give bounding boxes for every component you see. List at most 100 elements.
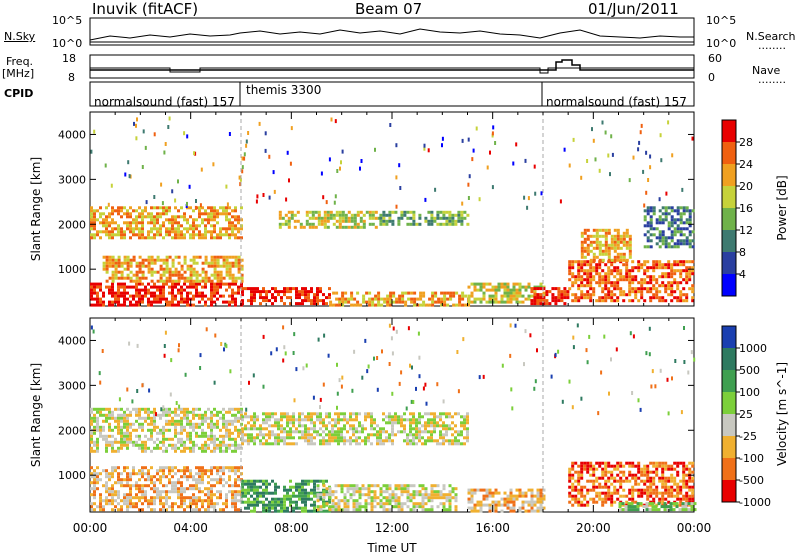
echo-cell — [368, 303, 372, 307]
echo-cell — [183, 276, 187, 280]
echo-cell — [317, 219, 321, 223]
echo-cell — [153, 407, 156, 411]
echo-cell — [150, 267, 154, 271]
echo-cell — [144, 493, 147, 497]
echo-cell — [156, 285, 159, 289]
echo-cell — [616, 284, 620, 288]
echo-cell — [673, 269, 677, 273]
echo-cell — [436, 493, 440, 497]
echo-cell — [679, 461, 683, 465]
echo-cell — [586, 464, 590, 468]
echo-cell — [371, 297, 375, 301]
echo-cell — [162, 508, 165, 512]
echo-cell — [120, 419, 123, 423]
echo-cell — [213, 413, 216, 417]
echo-cell — [141, 496, 144, 500]
echo-cell — [316, 499, 320, 503]
echo-cell — [189, 437, 192, 441]
echo-cell — [180, 443, 183, 447]
echo-cell — [410, 399, 413, 404]
echo-cell — [427, 148, 430, 153]
echo-cell — [90, 440, 93, 444]
echo-cell — [141, 416, 144, 420]
echo-cell — [111, 508, 114, 512]
echo-cell — [99, 425, 102, 429]
echo-cell — [265, 442, 268, 446]
echo-cell — [138, 496, 141, 500]
echo-cell — [468, 174, 471, 179]
echo-cell — [355, 487, 359, 491]
echo-cell — [222, 212, 225, 216]
echo-cell — [618, 502, 622, 506]
echo-cell — [388, 213, 392, 217]
echo-cell — [335, 210, 339, 214]
echo-cell — [488, 288, 492, 292]
echo-cell — [141, 264, 145, 268]
echo-cell — [195, 291, 198, 295]
echo-cell — [105, 484, 108, 488]
echo-cell — [219, 282, 222, 286]
echo-cell — [563, 147, 566, 152]
echo-cell — [231, 291, 234, 295]
echo-cell — [228, 446, 231, 450]
echo-cell — [646, 290, 650, 294]
echo-cell — [338, 216, 342, 220]
echo-cell — [108, 285, 111, 289]
echo-cell — [153, 508, 156, 512]
echo-cell — [583, 461, 587, 465]
echo-cell — [536, 287, 540, 291]
nsearch-label: N.Search — [746, 30, 796, 43]
echo-cell — [530, 290, 534, 294]
echo-cell — [358, 412, 361, 416]
echo-cell — [343, 496, 347, 500]
echo-cell — [277, 290, 280, 294]
echo-cell — [442, 436, 445, 440]
echo-cell — [370, 421, 373, 425]
echo-cell — [391, 421, 394, 425]
echo-cell — [338, 213, 342, 217]
echo-cell — [542, 302, 546, 306]
echo-cell — [571, 494, 575, 498]
echo-cell — [583, 237, 587, 241]
echo-cell — [491, 185, 494, 190]
echo-cell — [670, 230, 674, 234]
echo-cell — [664, 497, 668, 501]
echo-cell — [322, 490, 326, 494]
echo-cell — [250, 482, 253, 486]
echo-cell — [102, 300, 105, 304]
echo-cell — [460, 421, 463, 425]
echo-cell — [527, 488, 531, 492]
echo-cell — [533, 302, 537, 306]
echo-cell — [126, 505, 129, 509]
echo-cell — [385, 219, 389, 223]
echo-cell — [234, 303, 237, 307]
echo-cell — [210, 294, 213, 298]
echo-cell — [316, 496, 320, 500]
echo-cell — [323, 213, 327, 217]
echo-cell — [108, 300, 111, 304]
echo-cell — [192, 294, 195, 298]
echo-cell — [204, 434, 207, 438]
echo-cell — [204, 499, 207, 503]
echo-cell — [424, 427, 427, 431]
echo-cell — [521, 491, 525, 495]
echo-cell — [241, 418, 244, 422]
echo-cell — [156, 297, 159, 301]
echo-cell — [427, 222, 431, 226]
echo-cell — [237, 416, 240, 420]
echo-cell — [370, 505, 374, 509]
echo-cell — [482, 285, 486, 289]
echo-cell — [219, 212, 222, 216]
echo-cell — [473, 509, 477, 513]
echo-cell — [667, 245, 671, 249]
echo-cell — [141, 233, 144, 237]
echo-cell — [201, 443, 204, 447]
echo-cell — [446, 297, 450, 301]
echo-cell — [165, 419, 168, 423]
echo-cell — [234, 496, 237, 500]
echo-cell — [93, 475, 96, 479]
echo-cell — [313, 430, 316, 434]
echo-cell — [604, 473, 608, 477]
echo-cell — [448, 219, 452, 223]
echo-cell — [186, 294, 189, 298]
